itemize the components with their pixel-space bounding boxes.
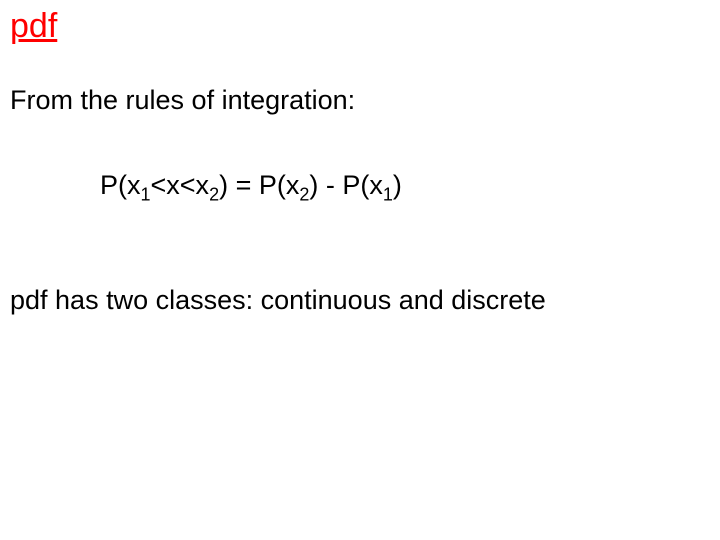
classes-text: pdf has two classes: continuous and disc…: [10, 285, 710, 316]
slide-title: pdf: [10, 8, 710, 45]
eq-part: ) - P(x: [309, 170, 383, 200]
eq-sub: 2: [299, 185, 309, 205]
equation: P(x1<x<x2) = P(x2) - P(x1): [100, 170, 402, 200]
eq-part: ): [393, 170, 402, 200]
eq-part: ) = P(x: [219, 170, 299, 200]
eq-sub: 1: [383, 185, 393, 205]
equation-block: P(x1<x<x2) = P(x2) - P(x1): [10, 170, 710, 201]
intro-text: From the rules of integration:: [10, 85, 710, 116]
eq-part: P(x: [100, 170, 141, 200]
eq-sub: 2: [209, 185, 219, 205]
eq-sub: 1: [141, 185, 151, 205]
slide: pdf From the rules of integration: P(x1<…: [0, 0, 720, 540]
eq-part: <x<x: [151, 170, 210, 200]
